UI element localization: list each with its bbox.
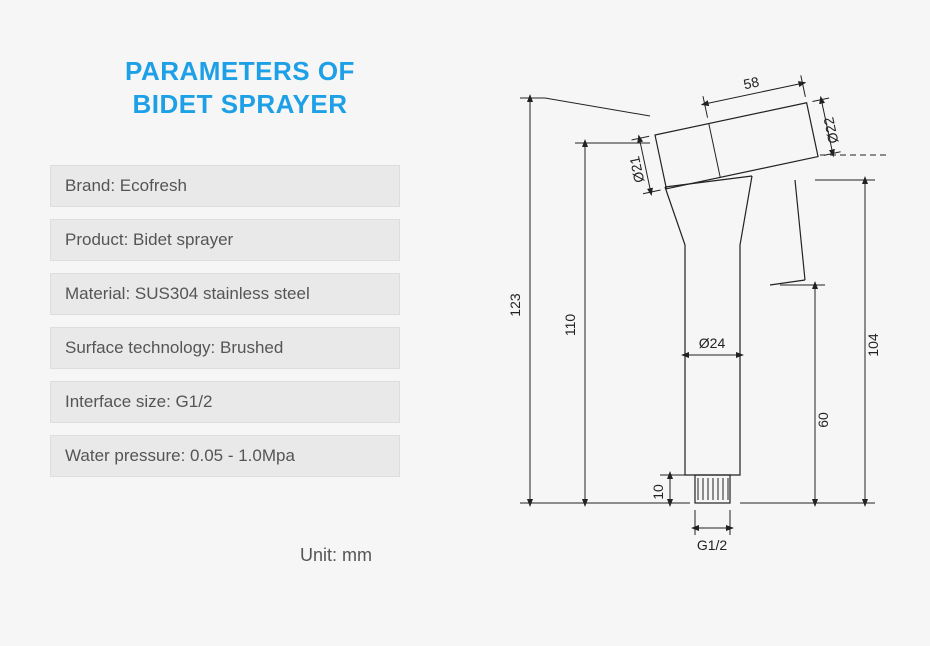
spec-list: Brand: Ecofresh Product: Bidet sprayer Mat… <box>50 165 400 489</box>
dim-58: 58 <box>701 65 806 118</box>
unit-label: Unit: mm <box>300 545 372 566</box>
title-line-1: PARAMETERS OF <box>80 55 400 88</box>
svg-text:Ø24: Ø24 <box>699 335 726 351</box>
svg-text:110: 110 <box>562 314 578 337</box>
spec-row: Product: Bidet sprayer <box>50 219 400 261</box>
svg-text:60: 60 <box>815 412 831 428</box>
dim-60: 60 <box>780 285 831 503</box>
svg-text:G1/2: G1/2 <box>697 537 728 553</box>
dim-21: Ø21 <box>623 136 661 195</box>
dim-10: 10 <box>650 475 690 503</box>
dim-110: 110 <box>562 143 650 503</box>
title-line-2: BIDET SPRAYER <box>80 88 400 121</box>
dim-24: Ø24 <box>685 335 740 365</box>
technical-diagram: 58 Ø21 Ø22 <box>480 60 910 605</box>
sprayer-body <box>665 176 752 475</box>
dim-123: 123 <box>507 98 690 503</box>
thread-connector <box>695 475 730 503</box>
spec-row: Interface size: G1/2 <box>50 381 400 423</box>
dim-22: Ø22 <box>812 97 843 155</box>
spec-row: Brand: Ecofresh <box>50 165 400 207</box>
sprayer-lever <box>770 180 805 285</box>
svg-text:123: 123 <box>507 293 523 317</box>
svg-text:Ø22: Ø22 <box>820 116 841 145</box>
spec-row: Water pressure: 0.05 - 1.0Mpa <box>50 435 400 477</box>
spec-row: Material: SUS304 stainless steel <box>50 273 400 315</box>
sprayer-head <box>655 103 818 189</box>
dim-104: 104 <box>740 180 881 503</box>
svg-text:10: 10 <box>650 484 666 500</box>
spec-row: Surface technology: Brushed <box>50 327 400 369</box>
svg-text:104: 104 <box>865 333 881 357</box>
page-title: PARAMETERS OF BIDET SPRAYER <box>80 55 400 120</box>
svg-text:58: 58 <box>742 73 761 92</box>
dim-g12: G1/2 <box>695 510 730 553</box>
